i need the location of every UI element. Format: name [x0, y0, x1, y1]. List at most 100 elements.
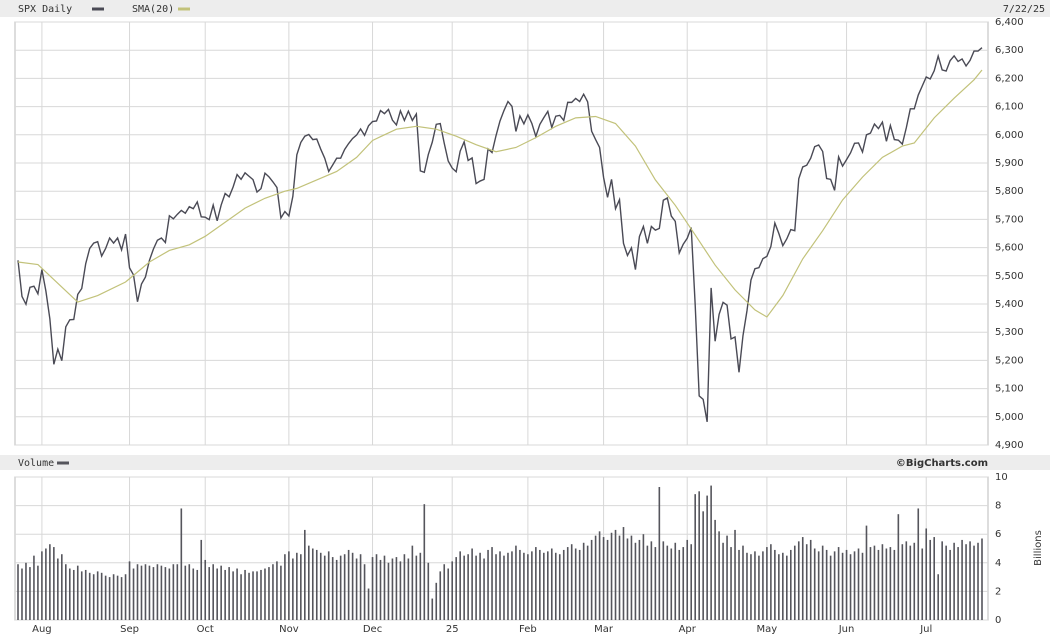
volume-bar — [399, 561, 402, 620]
volume-bar — [224, 569, 226, 620]
volume-bar — [913, 542, 916, 620]
x-tick-label: Nov — [279, 624, 299, 635]
volume-bar — [877, 549, 880, 620]
volume-bar — [674, 542, 677, 620]
volume-bar — [897, 514, 900, 620]
x-tick-label: May — [757, 624, 778, 635]
volume-bar — [323, 555, 326, 620]
volume-bar — [789, 549, 792, 620]
volume-bar — [662, 541, 665, 620]
volume-bar — [391, 558, 394, 620]
volume-bar — [702, 511, 704, 620]
volume-bar — [554, 552, 557, 620]
x-tick-label: Aug — [32, 624, 52, 635]
x-tick-label: Apr — [679, 624, 697, 635]
volume-bar — [758, 555, 760, 620]
volume-bar — [196, 569, 199, 620]
volume-bar — [965, 544, 967, 620]
volume-bar — [865, 525, 868, 620]
volume-bar — [495, 554, 497, 620]
volume-bar — [331, 557, 334, 620]
volume-bar — [606, 539, 609, 620]
y-tick-label: 5,200 — [995, 355, 1024, 366]
volume-bar — [750, 554, 752, 620]
volume-bar — [236, 568, 238, 620]
volume-bar — [825, 549, 828, 620]
volume-bar — [200, 539, 203, 620]
volume-bar — [973, 545, 975, 620]
y-tick-label: 0 — [995, 615, 1001, 626]
volume-bar — [244, 569, 246, 620]
volume-bar — [945, 545, 947, 620]
volume-bar — [240, 574, 242, 620]
volume-bar — [411, 545, 414, 620]
y-tick-label: 5,100 — [995, 384, 1024, 395]
volume-bar — [471, 548, 473, 620]
volume-bar — [650, 541, 653, 620]
volume-bar — [375, 554, 378, 620]
volume-bar — [160, 565, 163, 620]
volume-bar — [307, 545, 310, 620]
volume-bar — [124, 574, 127, 620]
volume-bar — [578, 549, 581, 620]
volume-bar — [642, 534, 645, 620]
volume-bar — [315, 549, 318, 620]
volume-bar — [682, 547, 685, 620]
legend-label: Volume — [18, 458, 54, 469]
y-tick-label: 5,900 — [995, 158, 1024, 169]
volume-bar — [558, 554, 561, 620]
volume-bar — [654, 547, 657, 620]
volume-bar — [730, 547, 732, 620]
volume-bar — [523, 552, 525, 620]
volume-bar — [327, 551, 330, 620]
volume-bar — [435, 582, 438, 620]
volume-bar — [778, 554, 780, 620]
volume-bar — [833, 551, 836, 620]
y-tick-label: 6,200 — [995, 73, 1024, 84]
volume-bar — [415, 555, 418, 620]
volume-bar — [786, 555, 788, 620]
volume-bar — [232, 571, 234, 620]
y-tick-label: 6,100 — [995, 102, 1024, 113]
volume-bar — [148, 565, 151, 620]
volume-bar — [248, 572, 250, 620]
volume-bar — [339, 555, 342, 620]
volume-bar — [140, 565, 143, 620]
volume-bar — [371, 557, 374, 620]
volume-bar — [120, 577, 123, 620]
volume-bar — [586, 545, 589, 620]
volume-bar — [539, 549, 541, 620]
volume-bar — [475, 555, 477, 620]
volume-bar — [260, 569, 262, 620]
volume-bar — [100, 572, 103, 620]
volume-bar — [451, 561, 453, 620]
volume-bar — [845, 549, 848, 620]
volume-bar — [53, 547, 55, 620]
x-tick-label: Jun — [838, 624, 855, 635]
volume-bar — [754, 551, 756, 620]
volume-bar — [821, 545, 824, 620]
y-tick-label: 10 — [995, 472, 1008, 483]
volume-bar — [335, 559, 338, 620]
volume-bar — [288, 551, 290, 620]
volume-bar — [304, 529, 306, 620]
price-line — [17, 69, 983, 318]
volume-bar — [602, 537, 605, 620]
volume-bar — [869, 547, 872, 620]
volume-bar — [853, 551, 856, 620]
volume-bar — [885, 548, 888, 620]
volume-bar — [319, 552, 322, 620]
volume-bar — [953, 542, 955, 620]
volume-bar — [594, 535, 597, 620]
volume-bar — [813, 548, 816, 620]
volume-bar — [742, 545, 744, 620]
volume-bar — [487, 549, 489, 620]
volume-bar — [889, 547, 892, 620]
volume-bar — [801, 537, 804, 620]
volume-bar — [61, 554, 63, 620]
volume-bar — [351, 552, 354, 620]
volume-bar — [873, 545, 876, 620]
volume-bar — [84, 569, 87, 620]
volume-bar — [698, 491, 700, 620]
volume-bar — [690, 544, 693, 620]
